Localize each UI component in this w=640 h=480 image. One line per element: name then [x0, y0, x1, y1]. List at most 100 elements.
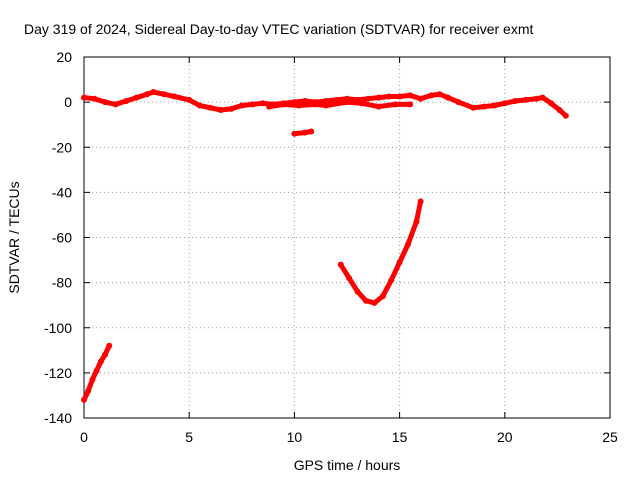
series-short-arc	[291, 128, 315, 137]
data-point	[556, 107, 563, 113]
data-point	[97, 358, 104, 365]
data-point	[312, 101, 319, 108]
data-point	[85, 387, 92, 394]
data-point	[123, 98, 130, 104]
data-point	[388, 277, 395, 284]
data-point	[362, 297, 369, 304]
data-point	[417, 198, 424, 205]
data-point	[291, 130, 298, 137]
data-point	[346, 275, 353, 282]
y-tick-label: -60	[52, 230, 72, 246]
data-point	[150, 89, 157, 95]
data-point	[413, 218, 420, 225]
data-point	[144, 91, 151, 98]
series-main-band	[81, 89, 569, 119]
y-tick-label: -80	[52, 275, 72, 291]
chart-title: Day 319 of 2024, Sidereal Day-to-day VTE…	[24, 21, 533, 37]
data-point	[301, 129, 308, 136]
data-point	[386, 93, 393, 100]
data-point	[89, 376, 96, 383]
series-line	[266, 99, 413, 110]
data-point	[501, 100, 508, 107]
y-tick-label: 20	[56, 49, 72, 65]
data-point	[407, 101, 414, 108]
data-point	[405, 241, 411, 248]
data-point	[512, 98, 519, 104]
data-point	[365, 95, 371, 102]
y-tick-label: -20	[52, 139, 72, 155]
data-point	[196, 102, 203, 109]
data-point	[417, 95, 424, 102]
series-lower-sub-band	[266, 99, 414, 110]
x-tick-label: 5	[185, 429, 193, 445]
y-tick-label: -140	[44, 410, 72, 426]
data-point	[295, 102, 302, 109]
data-point	[217, 107, 224, 113]
data-point	[171, 93, 178, 100]
data-point	[81, 94, 87, 101]
data-point	[93, 367, 100, 374]
data-point	[522, 96, 529, 103]
data-point	[337, 261, 344, 268]
y-tick-label: 0	[64, 94, 72, 110]
data-point	[358, 100, 365, 107]
data-point	[186, 96, 193, 103]
series-early-rising-arc	[81, 342, 113, 403]
data-point	[344, 99, 350, 106]
data-point	[371, 299, 378, 306]
series-v-shaped-arc	[337, 198, 424, 306]
x-tick-label: 25	[602, 429, 618, 445]
data-point	[445, 94, 451, 101]
y-tick-label: -40	[52, 184, 72, 200]
data-point	[280, 101, 287, 108]
data-point	[407, 92, 414, 99]
grid-lines	[84, 57, 610, 418]
data-point	[491, 102, 498, 109]
series-line	[338, 198, 424, 306]
data-point	[375, 103, 382, 110]
x-axis-title: GPS time / hours	[294, 457, 401, 473]
data-point	[112, 101, 119, 108]
data-point	[228, 105, 235, 112]
data-point	[354, 288, 361, 295]
data-point	[480, 103, 487, 110]
data-point	[539, 94, 546, 101]
data-point	[379, 293, 386, 300]
y-axis-title: SDTVAR / TECUs	[6, 181, 22, 293]
data-point	[436, 91, 443, 98]
data-point	[428, 92, 435, 99]
data-point	[266, 103, 273, 110]
data-point	[308, 128, 315, 135]
data-point	[259, 100, 266, 107]
x-tick-label: 15	[392, 429, 408, 445]
data-point	[323, 98, 329, 104]
plot-frame	[83, 56, 611, 419]
data-point	[207, 104, 214, 111]
data-point	[91, 95, 98, 102]
data-point	[562, 112, 569, 119]
data-point	[81, 396, 87, 403]
data-point	[455, 99, 462, 106]
data-point	[102, 99, 108, 106]
data-series	[81, 89, 569, 403]
x-tick-label: 20	[497, 429, 513, 445]
data-point	[238, 102, 245, 109]
data-point	[470, 104, 477, 111]
data-point	[396, 259, 403, 266]
x-tick-label: 0	[80, 429, 88, 445]
y-tick-label: -100	[44, 320, 72, 336]
data-point	[102, 351, 108, 358]
y-tick-label: -120	[44, 365, 72, 381]
axis-ticks: 0 5 10 15 20 25 20 0 -20 -40 -60 -80 -100 -120 -140	[44, 49, 618, 445]
data-point	[133, 94, 140, 101]
data-point	[548, 100, 555, 107]
data-point	[375, 94, 382, 101]
data-point	[392, 101, 399, 108]
x-tick-label: 10	[287, 429, 303, 445]
data-point	[396, 93, 403, 100]
data-point	[323, 102, 329, 109]
data-point	[533, 95, 540, 102]
data-point	[249, 101, 256, 108]
data-point	[161, 91, 167, 98]
